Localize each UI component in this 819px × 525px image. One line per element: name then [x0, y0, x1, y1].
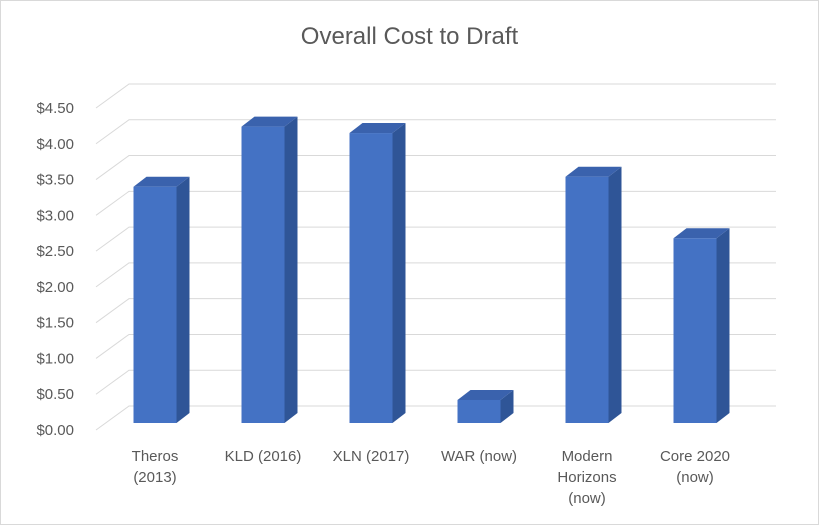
bar-side [716, 228, 730, 423]
bar-top [349, 123, 406, 134]
bar [133, 186, 177, 423]
bar-top [241, 116, 298, 127]
y-tick-label: $3.50 [36, 172, 74, 189]
gridline [95, 155, 776, 180]
y-tick-label: $3.00 [36, 207, 74, 224]
x-tick-label: WAR (now) [441, 448, 517, 465]
gridline [95, 262, 776, 288]
bar-top [457, 389, 514, 400]
y-tick-label: $1.50 [36, 315, 74, 332]
y-tick-label: $4.50 [36, 100, 74, 117]
gridline [95, 190, 776, 216]
y-tick-label: $0.50 [36, 386, 74, 403]
x-tick-label: KLD (2016) [225, 448, 302, 465]
gridline [95, 119, 776, 145]
bar [457, 399, 501, 423]
bar-side [500, 389, 514, 423]
bar-side [608, 166, 622, 423]
bar [349, 133, 393, 424]
bar [565, 176, 609, 423]
bar-side [176, 176, 190, 423]
bar [241, 126, 285, 424]
gridline [95, 369, 776, 395]
gridline [95, 405, 776, 431]
y-tick-label: $0.00 [36, 422, 74, 439]
chart-title: Overall Cost to Draft [300, 23, 519, 50]
x-tick-label: Theros (2013) [132, 448, 179, 486]
gridline [95, 226, 776, 252]
bar-side [392, 123, 406, 424]
bar-top [673, 228, 730, 239]
y-tick-label: $4.00 [36, 136, 74, 153]
x-tick-label: XLN (2017) [333, 448, 410, 465]
bar-top [565, 166, 622, 177]
bar [673, 238, 717, 423]
gridline [95, 333, 776, 359]
x-tick-label: Modern Horizons (now) [557, 448, 616, 507]
gridline [95, 83, 776, 109]
bar-top [133, 176, 190, 187]
y-tick-label: $2.50 [36, 243, 74, 260]
y-tick-label: $2.00 [36, 279, 74, 296]
bar-side [284, 116, 298, 424]
x-tick-label: Core 2020 (now) [660, 448, 730, 486]
y-tick-label: $1.00 [36, 350, 74, 367]
gridline [95, 298, 776, 324]
